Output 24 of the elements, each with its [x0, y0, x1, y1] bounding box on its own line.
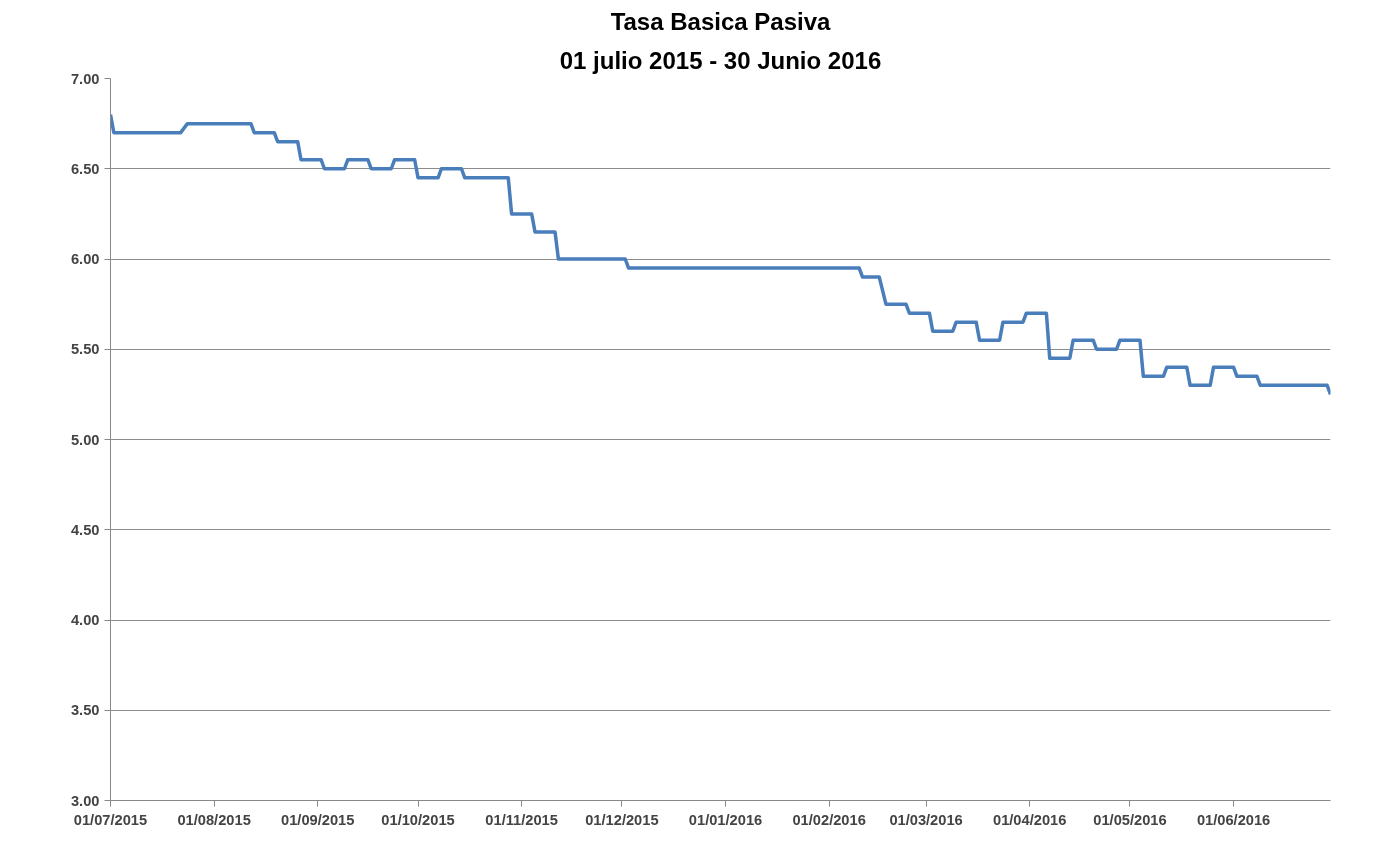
y-tick-label: 5.00	[70, 431, 100, 448]
x-tick-label: 01/05/2016	[1093, 811, 1167, 828]
y-tick-label: 3.50	[70, 702, 100, 719]
y-tick-label: 3.00	[70, 792, 100, 809]
x-tick-label: 01/03/2016	[889, 811, 963, 828]
y-tick-label: 4.50	[70, 521, 100, 538]
x-tick-label: 01/02/2016	[792, 811, 866, 828]
x-tick-label: 01/07/2015	[73, 811, 148, 828]
x-tick-label: 01/10/2015	[381, 811, 455, 828]
x-tick-label: 01/12/2015	[585, 811, 659, 828]
y-tick-label: 5.50	[70, 341, 100, 358]
y-tick-label: 6.00	[70, 251, 100, 267]
x-tick-label: 01/01/2016	[688, 811, 763, 828]
chart-subtitle: 01 julio 2015 - 30 Junio 2016	[559, 46, 882, 74]
line-series	[110, 112, 1331, 397]
x-tick-label: 01/08/2015	[177, 811, 251, 828]
x-tick-label: 01/09/2015	[281, 811, 355, 828]
y-tick-label: 4.00	[70, 612, 100, 628]
y-tick-label: 6.50	[70, 160, 100, 177]
x-tick-label: 01/11/2015	[485, 811, 558, 828]
chart-title: Tasa Basica Pasiva	[610, 7, 832, 35]
x-tick-label: 01/06/2016	[1196, 811, 1271, 828]
y-tick-label: 7.00	[70, 70, 100, 87]
x-tick-label: 01/04/2016	[993, 811, 1067, 828]
